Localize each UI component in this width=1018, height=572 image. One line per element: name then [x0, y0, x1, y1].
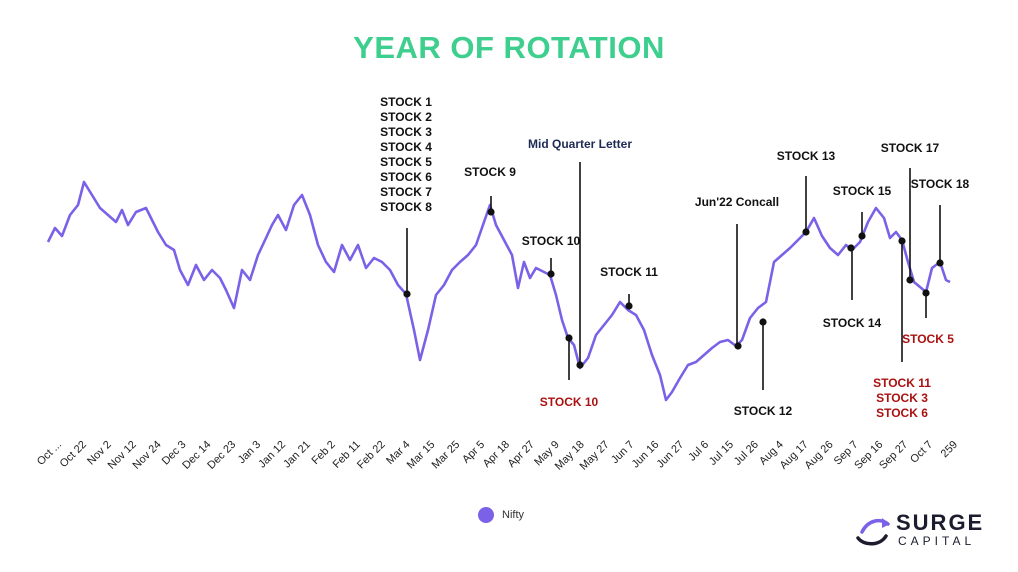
annotation: STOCK 9 — [464, 165, 516, 216]
series-line-group — [46, 180, 951, 402]
x-tick-label: Jul 26 — [732, 439, 761, 468]
annotation-dot — [847, 244, 855, 252]
annotation: STOCK 17 — [881, 141, 940, 284]
annotation-label: STOCK 3 — [876, 391, 928, 405]
chart-title: YEAR OF ROTATION — [353, 30, 665, 65]
annotation: STOCK 13 — [777, 149, 836, 236]
annotation-label: STOCK 5 — [902, 332, 954, 346]
annotation-label: STOCK 11 — [873, 376, 931, 390]
annotation: STOCK 14 — [823, 244, 882, 330]
x-tick-label: Mar 25 — [430, 439, 463, 472]
x-tick-label: Jul 15 — [707, 439, 736, 468]
annotation-label: STOCK 3 — [380, 125, 432, 139]
annotation: STOCK 5 — [902, 289, 954, 346]
x-tick-label: Dec 23 — [205, 439, 238, 472]
annotation-label: STOCK 9 — [464, 165, 516, 179]
surge-capital-logo: SURGE CAPITAL — [852, 508, 1002, 552]
annotation-label: STOCK 6 — [380, 170, 432, 184]
annotation-label: STOCK 13 — [777, 149, 836, 163]
annotation-dot — [565, 334, 573, 342]
annotation-dot — [898, 237, 906, 245]
annotation-label: STOCK 12 — [734, 404, 793, 418]
logo-wordmark: SURGE — [896, 510, 985, 535]
annotation-dot — [625, 302, 633, 310]
annotation-label: STOCK 5 — [380, 155, 432, 169]
x-tick-label: 259 — [939, 439, 960, 460]
legend: Nifty — [478, 507, 524, 523]
legend-swatch — [478, 507, 494, 523]
annotation-label: Mid Quarter Letter — [528, 137, 632, 151]
annotation: STOCK 18 — [911, 177, 970, 267]
x-tick-label: Jun 16 — [630, 439, 662, 471]
annotation-dot — [734, 342, 742, 350]
annotation: STOCK 10 — [522, 234, 581, 278]
logo-mark-icon — [856, 518, 890, 546]
annotation: STOCK 15 — [833, 184, 892, 240]
annotation-label: STOCK 15 — [833, 184, 892, 198]
annotation: STOCK 12 — [734, 318, 793, 418]
annotation-dot — [936, 259, 944, 267]
annotation-label: STOCK 2 — [380, 110, 432, 124]
annotation-label: STOCK 10 — [522, 234, 581, 248]
annotation-dot — [858, 232, 866, 240]
x-tick-label: Jan 12 — [256, 439, 288, 471]
annotation: STOCK 10 — [540, 334, 599, 409]
annotation-label: Jun'22 Concall — [695, 195, 779, 209]
annotation: STOCK 11 — [600, 265, 658, 310]
x-tick-label: Feb 22 — [355, 439, 388, 472]
annotation-label: STOCK 17 — [881, 141, 940, 155]
annotation-label: STOCK 7 — [380, 185, 432, 199]
annotation-label: STOCK 14 — [823, 316, 882, 330]
annotation-dot — [922, 289, 930, 297]
legend-label: Nifty — [502, 509, 524, 521]
annotation: Mid Quarter Letter — [528, 137, 632, 369]
x-tick-label: Nov 24 — [131, 439, 164, 472]
x-tick-label: Oct 7 — [908, 439, 935, 466]
annotation-dot — [576, 361, 584, 369]
annotation-dot — [802, 228, 810, 236]
x-tick-label: Jan 21 — [281, 439, 313, 471]
x-tick-label: Sep 27 — [877, 439, 910, 472]
annotation: Jun'22 Concall — [695, 195, 779, 350]
annotation-dot — [759, 318, 767, 326]
x-tick-label: Apr 18 — [481, 439, 512, 470]
annotation-dot — [906, 276, 914, 284]
annotation-dot — [547, 270, 555, 278]
annotation-dot — [487, 208, 495, 216]
annotation-dot — [403, 290, 411, 298]
logo-subtitle: CAPITAL — [898, 534, 976, 548]
annotation-label: STOCK 11 — [600, 265, 658, 279]
annotation-label: STOCK 10 — [540, 395, 599, 409]
series-line-nifty — [46, 180, 951, 402]
annotation-label: STOCK 18 — [911, 177, 970, 191]
x-tick-label: Aug 26 — [803, 439, 836, 472]
annotation-label: STOCK 6 — [876, 406, 928, 420]
annotation-label: STOCK 8 — [380, 200, 432, 214]
annotation-label: STOCK 1 — [380, 95, 432, 109]
x-tick-label: Apr 27 — [506, 439, 537, 470]
x-tick-label: Oct 22 — [58, 439, 89, 470]
annotation-label: STOCK 4 — [380, 140, 432, 154]
x-tick-label: Jun 27 — [655, 439, 687, 471]
